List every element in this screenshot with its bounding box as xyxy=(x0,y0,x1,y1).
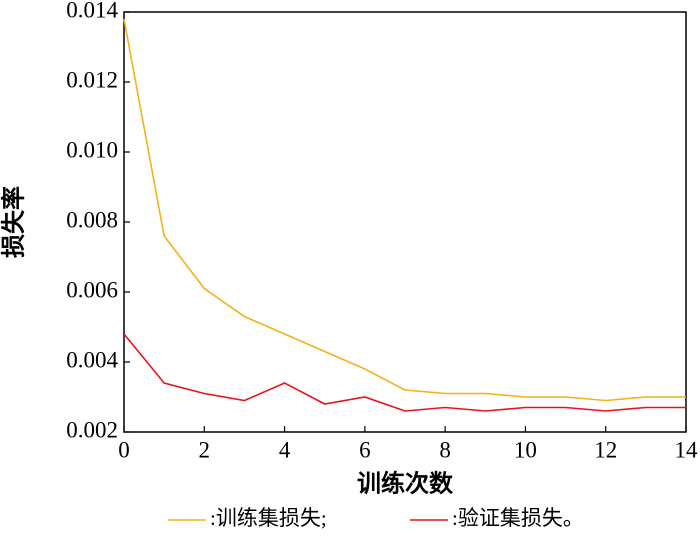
x-tick-label: 12 xyxy=(594,437,617,462)
series-line xyxy=(123,18,686,402)
x-axis-label: 训练次数 xyxy=(357,470,454,498)
x-tick-label: 2 xyxy=(199,437,211,462)
plot-frame xyxy=(123,11,687,433)
legend-label: :训练集损失; xyxy=(210,506,327,530)
y-tick-label: 0.010 xyxy=(66,137,118,162)
y-tick-label: 0.008 xyxy=(66,207,118,232)
x-tick-label: 0 xyxy=(118,437,130,462)
x-tick-label: 4 xyxy=(279,437,291,462)
y-tick-label: 0.012 xyxy=(66,67,118,92)
x-tick-label: 14 xyxy=(675,437,699,462)
y-tick-label: 0.002 xyxy=(66,417,118,442)
x-tick-label: 10 xyxy=(514,437,537,462)
y-tick-label: 0.004 xyxy=(66,347,118,372)
x-tick-label: 6 xyxy=(359,437,371,462)
legend-label: :验证集损失。 xyxy=(452,506,584,530)
y-axis-label: 损失率 xyxy=(0,186,28,258)
x-tick-label: 8 xyxy=(439,437,451,462)
series-line xyxy=(123,333,686,412)
y-tick-label: 0.014 xyxy=(66,0,118,22)
y-tick-label: 0.006 xyxy=(66,277,118,302)
